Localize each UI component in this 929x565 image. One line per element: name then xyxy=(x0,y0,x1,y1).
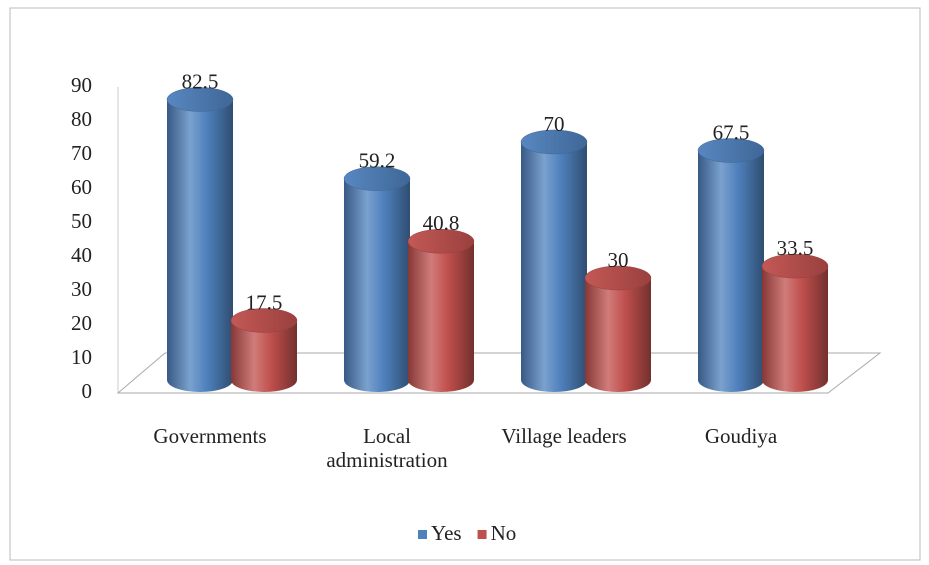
x-tick-label: Local administration xyxy=(326,424,448,472)
cylinder-top xyxy=(761,253,829,279)
legend-label: No xyxy=(491,521,517,545)
cylinder-body xyxy=(698,150,764,380)
value-label: 59.2 xyxy=(359,149,396,173)
legend-swatch xyxy=(477,530,487,539)
cylinder-base xyxy=(585,368,651,392)
cylinder xyxy=(761,253,829,392)
legend-swatch xyxy=(418,530,427,539)
cylinder-top xyxy=(230,308,298,333)
y-tick-label: 20 xyxy=(71,311,92,335)
x-tick-label: Goudiya xyxy=(704,424,778,448)
value-label: 17.5 xyxy=(246,290,283,314)
cylinder-base xyxy=(167,368,233,392)
cylinder xyxy=(230,308,298,392)
cylinder-body xyxy=(585,278,651,380)
cylinder xyxy=(697,138,765,392)
floor xyxy=(116,352,882,394)
cylinder-top xyxy=(520,129,588,155)
y-tick-label: 60 xyxy=(71,175,92,199)
value-label: 30 xyxy=(608,248,629,272)
cylinder-body xyxy=(521,142,587,380)
cylinder xyxy=(343,166,411,392)
cylinder-body xyxy=(408,241,474,380)
cylinder-body xyxy=(167,99,233,380)
value-label: 70 xyxy=(544,112,565,136)
y-tick-label: 30 xyxy=(71,277,92,301)
cylinder-base xyxy=(344,368,410,392)
y-tick-label: 90 xyxy=(71,73,92,97)
cylinder-top xyxy=(697,138,765,163)
y-tick-label: 0 xyxy=(82,379,93,403)
cylinder-base xyxy=(698,368,764,392)
y-tick-label: 40 xyxy=(71,243,92,267)
y-tick-label: 50 xyxy=(71,209,92,233)
cylinder-base xyxy=(762,368,828,392)
cylinder-base xyxy=(231,368,297,392)
y-tick-label: 70 xyxy=(71,141,92,165)
y-tick-label: 80 xyxy=(71,107,92,131)
cylinder-base xyxy=(521,368,587,392)
cylinder xyxy=(520,129,588,392)
legend-label: Yes xyxy=(431,521,462,545)
cylinder-top xyxy=(407,229,475,254)
cylinder-top xyxy=(166,87,234,112)
cylinder-body xyxy=(762,266,828,380)
cylinder-body xyxy=(344,178,410,380)
value-label: 82.5 xyxy=(182,69,219,93)
x-tick-label: Governments xyxy=(153,424,267,448)
cylinder-top xyxy=(343,166,411,191)
x-tick-label: Village leaders xyxy=(501,424,627,448)
value-label: 67.5 xyxy=(713,120,750,144)
value-label: 40.8 xyxy=(423,211,460,235)
y-tick-label: 10 xyxy=(71,345,92,369)
value-label: 33.5 xyxy=(777,236,814,260)
cylinder xyxy=(584,265,652,392)
cylinder xyxy=(166,87,234,392)
cylinder-base xyxy=(408,368,474,392)
cylinder xyxy=(407,229,475,392)
cylinder-top xyxy=(584,265,652,291)
